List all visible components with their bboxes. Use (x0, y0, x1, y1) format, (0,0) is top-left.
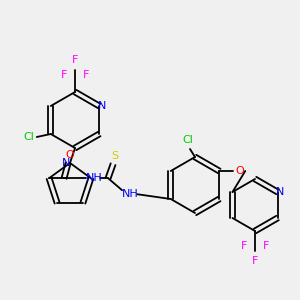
Text: F: F (83, 70, 89, 80)
Text: F: F (72, 55, 78, 65)
Text: F: F (263, 241, 269, 251)
Text: Cl: Cl (183, 135, 194, 145)
Text: NH: NH (86, 173, 103, 183)
Text: F: F (252, 256, 258, 266)
Text: N: N (276, 187, 285, 197)
Text: Cl: Cl (23, 132, 34, 142)
Text: F: F (61, 70, 67, 80)
Text: NH: NH (122, 189, 139, 199)
Text: S: S (112, 151, 118, 161)
Text: O: O (236, 166, 244, 176)
Text: N: N (98, 101, 106, 111)
Text: O: O (66, 150, 74, 160)
Text: F: F (241, 241, 247, 251)
Text: N: N (62, 158, 70, 168)
